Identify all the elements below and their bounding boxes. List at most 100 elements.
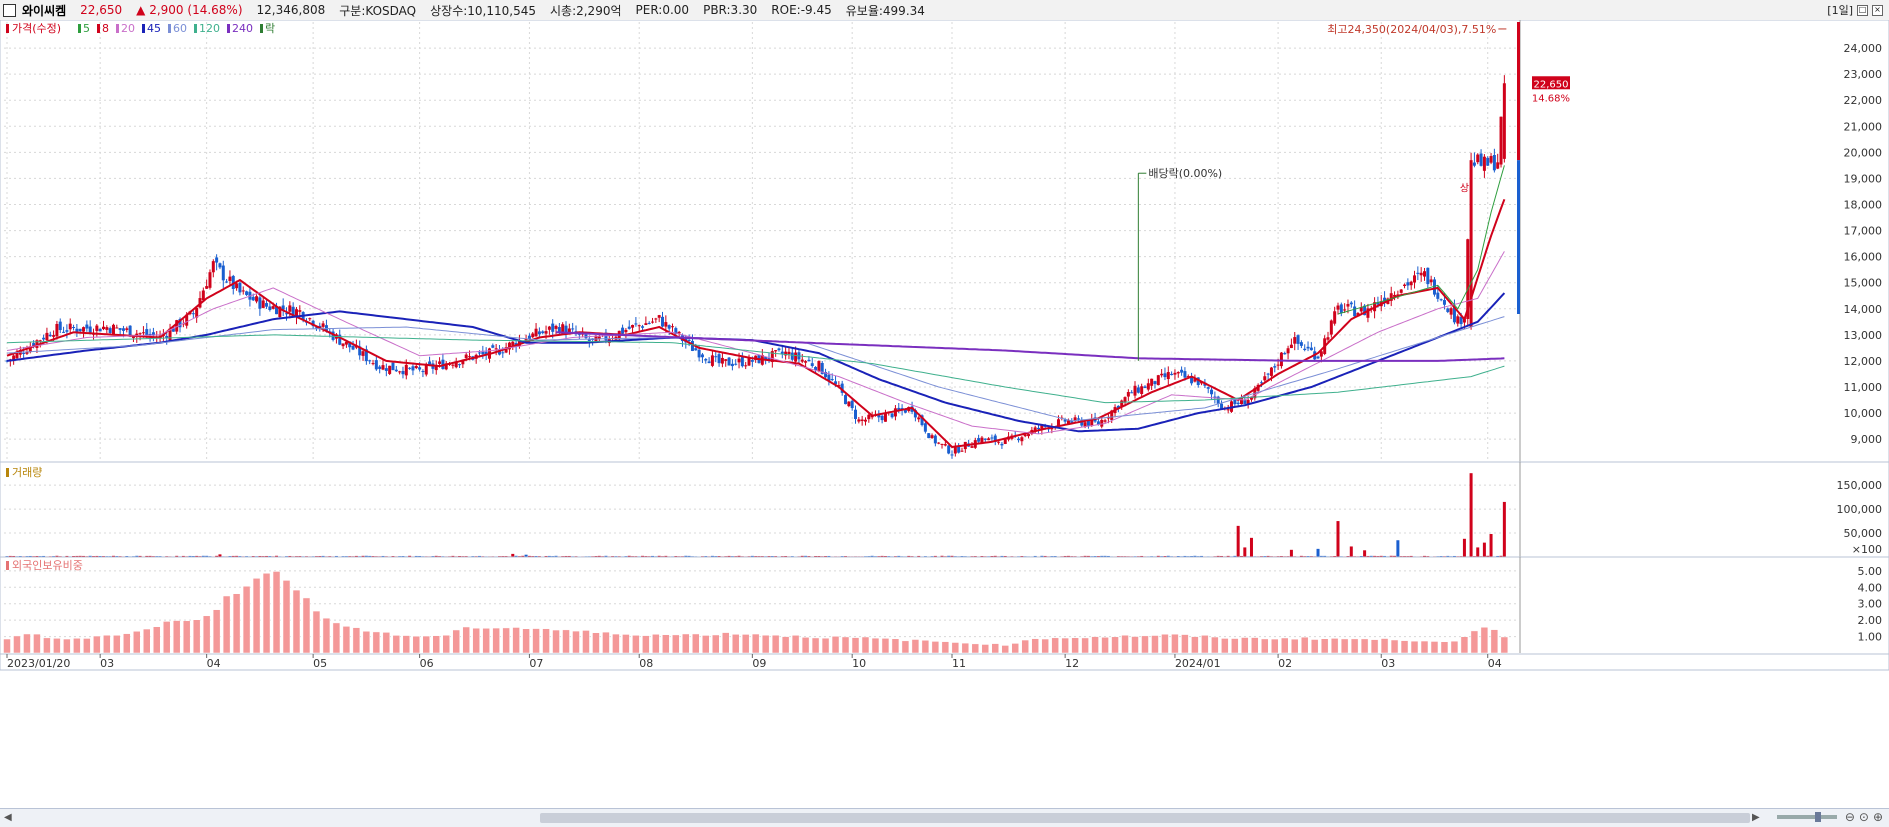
foreign-bar <box>462 626 470 654</box>
volume-bar <box>195 555 199 557</box>
foreign-bar <box>961 642 970 654</box>
volume-bar <box>1233 555 1237 557</box>
candle-body <box>627 326 631 329</box>
foreign-bar <box>1450 640 1459 654</box>
candle-body <box>1040 425 1044 430</box>
x-tick-label: 08 <box>639 657 653 670</box>
candle-body <box>258 297 262 309</box>
price-tick-label: 10,000 <box>1844 407 1883 420</box>
foreign-bar <box>352 627 361 654</box>
foreign-bar <box>1310 639 1319 654</box>
foreign-bar <box>1091 636 1099 654</box>
market-cap: 시총:2,290억 <box>549 3 622 18</box>
candle-body <box>740 357 744 367</box>
candle-body <box>324 325 328 331</box>
zoom-in-icon[interactable]: ⊕ <box>1872 810 1883 824</box>
candle-body <box>541 331 545 334</box>
foreign-bar <box>512 627 520 654</box>
volume-bar <box>1393 555 1397 557</box>
legend-ma-marker <box>194 24 197 33</box>
foreign-bar <box>1201 635 1209 654</box>
candle-body <box>947 445 951 454</box>
foreign-tick-label: 3.00 <box>1858 598 1883 611</box>
candle-body <box>361 351 365 356</box>
scroll-thumb[interactable] <box>540 813 1750 823</box>
candle-body <box>1206 387 1210 389</box>
candle-body <box>1106 417 1110 419</box>
candle-body <box>860 419 864 422</box>
foreign-bar <box>1151 635 1159 654</box>
candle-body <box>38 340 42 342</box>
horizontal-scrollbar[interactable]: ◀ ▶ ⊖ ⊙ ⊕ <box>0 808 1889 827</box>
candle-body <box>1273 366 1277 368</box>
restore-icon[interactable]: □ <box>1857 4 1868 16</box>
candle-body <box>943 444 947 446</box>
foreign-bar <box>881 638 890 654</box>
checkbox-icon[interactable] <box>3 3 16 17</box>
volume-bar <box>804 555 808 557</box>
candle-body <box>734 363 738 365</box>
chart-area[interactable]: 9,000 10,000 11,000 12,000 13,000 14,000 15,00… <box>0 20 1889 808</box>
volume-bar <box>451 555 455 557</box>
candle-body <box>677 331 681 334</box>
volume-bar <box>1476 547 1480 557</box>
candle-body <box>311 320 315 327</box>
foreign-bar <box>1121 634 1129 654</box>
zoom-reset-icon[interactable]: ⊙ <box>1858 810 1869 824</box>
candle-body <box>903 409 907 413</box>
candle-body <box>1276 364 1280 366</box>
close-icon[interactable]: × <box>1872 4 1883 16</box>
candle-body <box>844 395 848 405</box>
legend-ma-marker <box>168 24 171 33</box>
foreign-bar <box>1211 636 1219 654</box>
candle-body <box>634 323 638 325</box>
candle-body <box>1502 83 1506 159</box>
candle-body <box>115 327 119 329</box>
candle-body <box>501 352 505 354</box>
candle-body <box>171 328 175 332</box>
candle-body <box>824 371 828 378</box>
volume-bar <box>597 555 601 557</box>
volume-bar <box>65 555 69 557</box>
foreign-tick-label: 5.00 <box>1858 565 1883 578</box>
candle-body <box>674 328 678 335</box>
candle-body <box>458 364 462 366</box>
volume-bar <box>627 555 631 557</box>
foreign-bar <box>332 622 341 654</box>
foreign-bar <box>662 634 670 654</box>
candle-body <box>647 322 651 324</box>
foreign-bar <box>1390 639 1399 654</box>
candle-body <box>604 332 608 340</box>
foreign-bar <box>821 637 830 654</box>
x-tick-label: 06 <box>420 657 434 670</box>
foreign-bar <box>642 635 650 654</box>
zoom-slider[interactable] <box>1776 812 1837 822</box>
price-change: ▲ 2,900 (14.68%) <box>136 3 243 17</box>
candle-body <box>251 296 255 301</box>
candle-body <box>145 329 149 336</box>
price-tick-label: 15,000 <box>1844 277 1883 290</box>
scroll-left-icon[interactable]: ◀ <box>4 812 12 823</box>
candle-body <box>1170 373 1174 376</box>
candle-body <box>285 313 289 315</box>
candle-body <box>700 354 704 358</box>
volume-bar <box>321 555 325 557</box>
legend-marker <box>6 468 9 477</box>
x-tick-label: 2024/01 <box>1175 657 1221 670</box>
candle-body <box>211 261 215 273</box>
x-tick-label: 2023/01/20 <box>7 657 70 670</box>
foreign-bar <box>1280 637 1289 654</box>
candle-body <box>534 328 538 337</box>
foreign-bar <box>1101 637 1109 654</box>
candle-body <box>215 257 219 263</box>
zoom-knob[interactable] <box>1814 812 1821 822</box>
zoom-out-icon[interactable]: ⊖ <box>1844 810 1855 824</box>
period-selector[interactable]: [1일] <box>1827 4 1853 17</box>
foreign-bar <box>602 631 610 654</box>
scroll-right-icon[interactable]: ▶ <box>1752 812 1760 823</box>
volume-bar <box>478 555 482 557</box>
candle-body <box>1456 316 1460 324</box>
candle-body <box>454 362 458 368</box>
foreign-bar <box>682 633 690 654</box>
candle-body <box>394 369 398 372</box>
